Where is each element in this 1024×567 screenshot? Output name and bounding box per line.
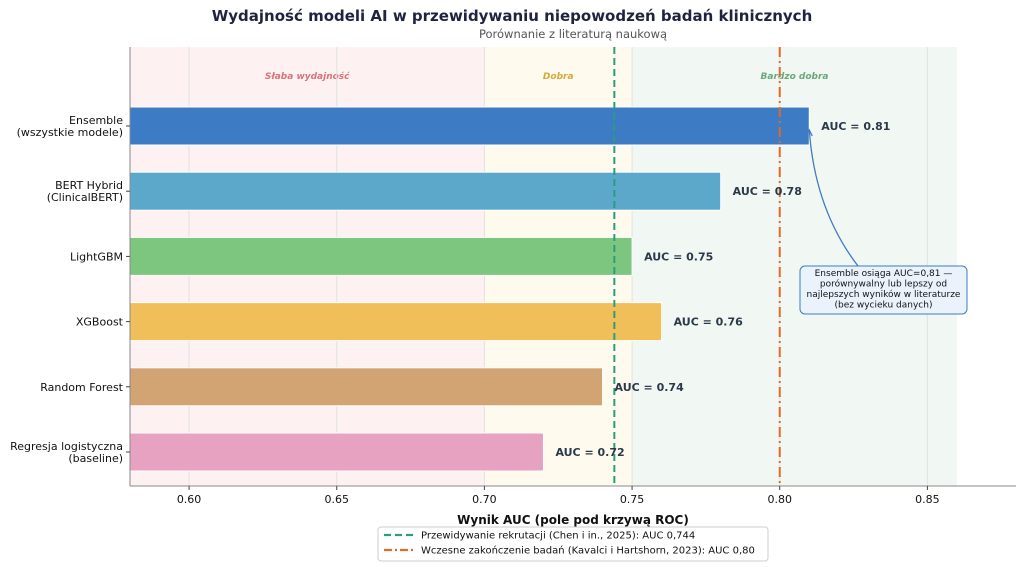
bars (129, 106, 810, 472)
legend-label: Wczesne zakończenie badań (Kavalci i Har… (421, 545, 755, 557)
x-tick-label: 0.70 (472, 493, 497, 506)
x-tick-label: 0.60 (177, 493, 202, 506)
zone-label: Bardzo dobra (761, 72, 829, 82)
data-labels: AUC = 0.81 AUC = 0.78 AUC = 0.75 AUC = 0.76… (555, 120, 890, 459)
x-axis-label: Wynik AUC (pole pod krzywą ROC) (457, 513, 689, 527)
data-label: AUC = 0.81 (821, 120, 890, 133)
data-label: AUC = 0.76 (674, 316, 744, 329)
annotation-text: porównywalny lub lepszy od (820, 279, 947, 290)
reference-lines (613, 47, 781, 486)
data-label: AUC = 0.78 (733, 185, 802, 198)
y-tick-label: (wszystkie modele) (17, 126, 123, 139)
y-tick-label: (ClinicalBERT) (47, 191, 123, 204)
annotation-text: najlepszych wyników w literaturze (807, 289, 961, 300)
y-tick-label: BERT Hybrid (55, 179, 123, 192)
legend: Przewidywanie rekrutacji (Chen i in., 20… (377, 526, 769, 562)
bar (129, 432, 544, 472)
bar (129, 302, 663, 342)
data-label: AUC = 0.75 (644, 250, 713, 263)
x-tick-label: 0.65 (324, 493, 349, 506)
zone-label: Dobra (543, 72, 574, 82)
annotation-text: (bez wycieku danych) (835, 301, 933, 311)
y-tick-label: Random Forest (40, 381, 123, 394)
legend-label: Przewidywanie rekrutacji (Chen i in., 20… (421, 531, 695, 542)
annotation-arrowhead (805, 128, 813, 137)
data-label: AUC = 0.72 (555, 446, 624, 459)
annotation-text: Ensemble osiąga AUC=0,81 — (815, 269, 953, 279)
axes: 0.60 0.65 0.70 0.75 0.80 0.85 Ensemble(wszystk… (10, 47, 1016, 506)
annotation-box (799, 265, 968, 315)
bar (129, 106, 810, 146)
chart-title: Wydajność modeli AI w przewidywaniu niep… (212, 7, 813, 25)
x-tick-label: 0.75 (620, 493, 645, 506)
legend-box (377, 526, 769, 562)
chart-subtitle: Porównanie z literaturą naukową (479, 27, 667, 41)
bar (129, 171, 722, 211)
x-tick-label: 0.80 (767, 493, 792, 506)
y-tick-label: LightGBM (70, 250, 123, 263)
bar (129, 236, 633, 276)
bar (129, 367, 604, 407)
annotation: Ensemble osiąga AUC=0,81 —porównywalny l… (799, 128, 968, 315)
y-tick-label: Ensemble (69, 114, 123, 127)
data-label: AUC = 0.74 (615, 381, 685, 394)
y-tick-label: Regresja logistyczna (10, 440, 123, 453)
y-tick-label: XGBoost (76, 316, 124, 329)
y-tick-label: (baseline) (68, 452, 123, 465)
annotation-arrow (808, 129, 859, 267)
zone-label: Słaba wydajność (265, 71, 350, 82)
x-tick-label: 0.85 (915, 493, 940, 506)
